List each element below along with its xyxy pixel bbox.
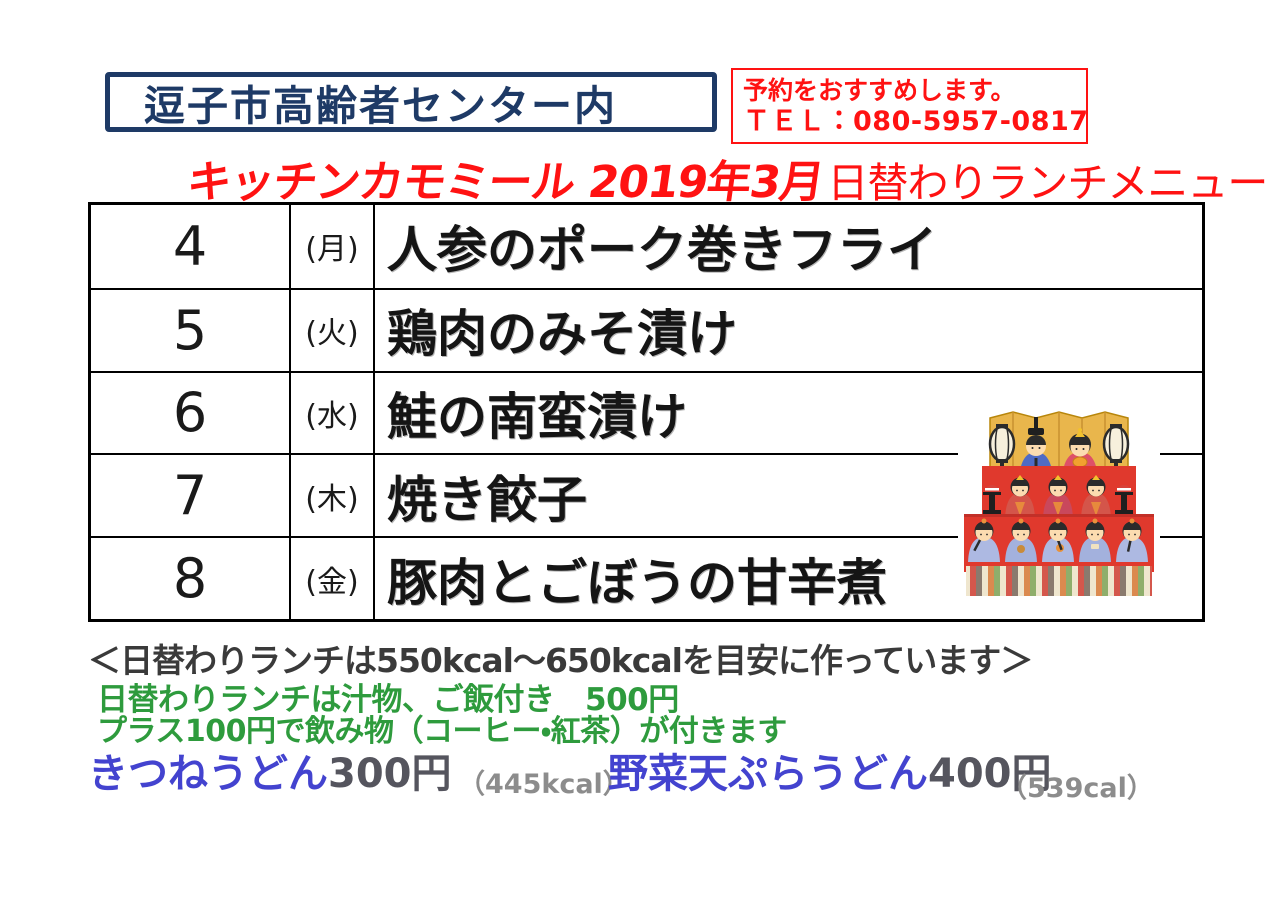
- date-cell: 6: [172, 381, 208, 445]
- day-cell: (水): [289, 372, 375, 454]
- day-cell: (金): [289, 538, 375, 619]
- venue-box: 逗子市高齢者センター内: [105, 72, 717, 132]
- pedestal-left: [983, 485, 1001, 514]
- musician-doll: [1116, 518, 1148, 562]
- table-row: 5 (火) 鶏肉のみそ漬け: [91, 287, 1202, 371]
- table-row: 4 (月) 人参のポーク巻きフライ: [91, 205, 1202, 288]
- musician-doll: [1005, 518, 1037, 562]
- dish-cell: 鮭の南蛮漬け: [387, 387, 687, 446]
- kitsune-udon-line: きつねうどん300円: [88, 741, 452, 799]
- dish-cell: 焼き餃子: [387, 470, 587, 529]
- day-cell: (火): [289, 289, 375, 371]
- reservation-box: 予約をおすすめします。 ＴＥＬ：080-5957-0817: [731, 68, 1088, 144]
- lantern-left: [988, 424, 1016, 484]
- drink-note: プラス100円で飲み物（コーヒー・紅茶）が付きます: [97, 714, 787, 749]
- kitsune-udon-price: 300円: [328, 751, 452, 797]
- venue-name: 逗子市高齢者センター内: [144, 82, 617, 130]
- dish-cell: 豚肉とごぼうの甘辛煮: [387, 553, 887, 612]
- date-cell: 4: [172, 214, 208, 278]
- date-cell: 7: [172, 464, 208, 528]
- page-title: キッチンカモミール 2019年3月日替わりランチメニュー: [184, 146, 1269, 210]
- day-cell: (月): [289, 205, 375, 288]
- title-menu-label: 日替わりランチメニュー: [827, 159, 1268, 207]
- court-lady-doll: [1005, 475, 1035, 518]
- musician-doll: [968, 518, 1000, 562]
- day-cell: (木): [289, 455, 375, 537]
- table-row: 7 (木) 焼き餃子: [91, 453, 1202, 537]
- phone-number: ＴＥＬ：080-5957-0817: [743, 106, 1089, 138]
- vegetable-udon-price: 400円: [928, 751, 1052, 797]
- table-row: 8 (金) 豚肉とごぼうの甘辛煮: [91, 536, 1202, 619]
- title-shop-month: キッチンカモミール 2019年3月: [183, 157, 827, 208]
- table-row: 6 (水) 鮭の南蛮漬け: [91, 370, 1202, 454]
- calorie-note: ＜日替わりランチは550kcal～650kcalを目安に作っています＞: [88, 641, 1033, 680]
- striped-cloth: [966, 566, 1152, 596]
- vegetable-udon-kcal: （539cal）: [1000, 773, 1154, 804]
- pedestal-right: [1115, 485, 1133, 514]
- price-note: 日替わりランチは汁物、ご飯付き 500円: [97, 682, 679, 718]
- date-cell: 8: [172, 547, 208, 611]
- musician-doll: [1079, 518, 1111, 562]
- date-cell: 5: [172, 298, 208, 362]
- hina-dolls-illustration: [958, 408, 1160, 598]
- reservation-note: 予約をおすすめします。: [743, 76, 1016, 105]
- court-lady-doll: [1043, 475, 1073, 518]
- dish-cell: 人参のポーク巻きフライ: [387, 221, 937, 280]
- kitsune-udon-kcal: （445kcal）: [458, 769, 630, 800]
- musician-doll: [1042, 518, 1074, 562]
- court-lady-doll: [1081, 475, 1111, 518]
- kitsune-udon-name: きつねうどん: [88, 751, 328, 797]
- dish-cell: 鶏肉のみそ漬け: [387, 305, 737, 364]
- vegetable-udon-line: 野菜天ぷらうどん400円: [608, 741, 1052, 799]
- vegetable-udon-name: 野菜天ぷらうどん: [608, 751, 928, 797]
